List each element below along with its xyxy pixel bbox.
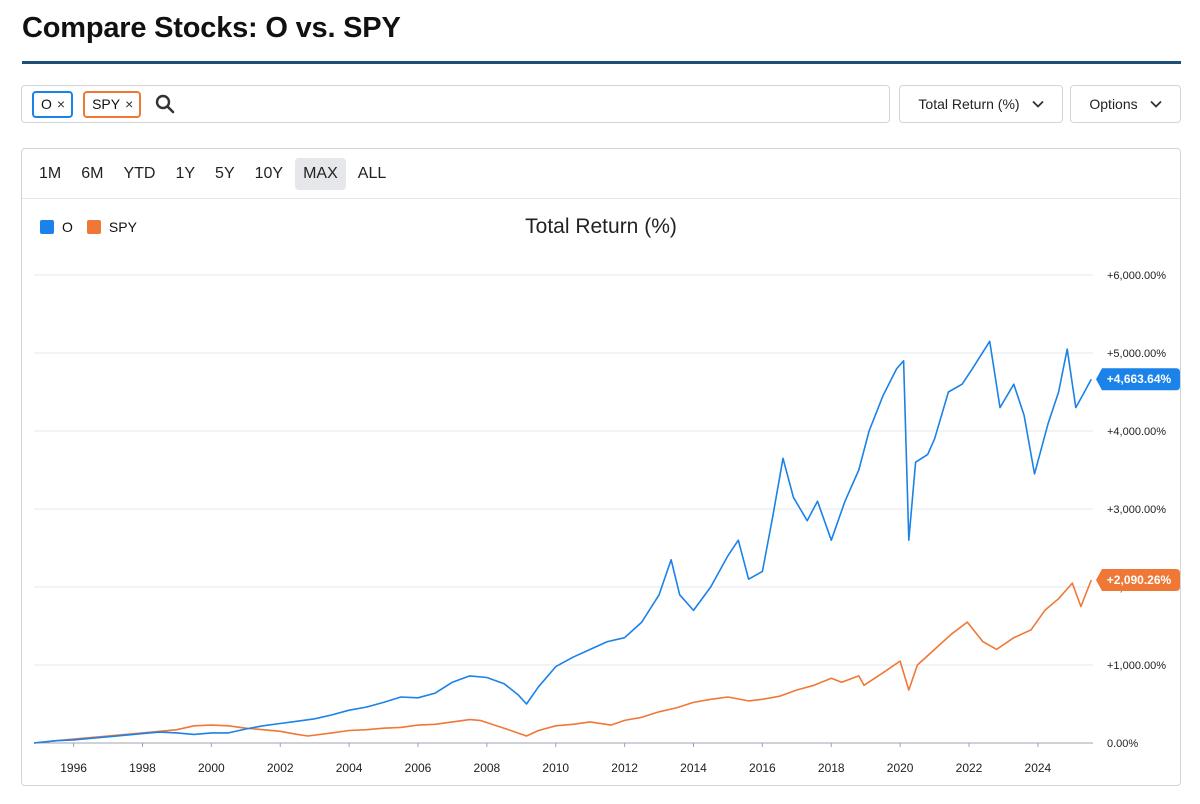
time-range-bar: 1M 6M YTD 1Y 5Y 10Y MAX ALL	[22, 149, 1180, 199]
title-divider	[22, 61, 1181, 64]
x-tick-label: 1998	[129, 761, 156, 775]
legend-item-o[interactable]: O	[40, 219, 73, 235]
symbol-search-bar[interactable]: O × SPY ×	[21, 85, 890, 123]
x-tick-label: 2014	[680, 761, 707, 775]
range-button-all[interactable]: ALL	[357, 164, 387, 182]
remove-icon[interactable]: ×	[56, 96, 66, 112]
end-value-label-o: +4,663.64%	[1107, 372, 1172, 386]
x-tick-label: 2016	[749, 761, 776, 775]
end-value-badge-o	[1096, 368, 1180, 391]
symbol-chip-spy[interactable]: SPY ×	[83, 90, 142, 118]
y-tick-label: +5,000.00%	[1107, 348, 1166, 360]
x-tick-label: 2012	[611, 761, 638, 775]
chip-label: SPY	[92, 96, 121, 112]
series-line-spy	[33, 579, 1093, 744]
chart-legend: O SPY	[40, 219, 137, 235]
x-tick-label: 2006	[405, 761, 432, 775]
end-value-badge-spy	[1096, 568, 1180, 591]
remove-icon[interactable]: ×	[125, 96, 134, 112]
line-chart: 0.00%+1,000.00%+2,000.00%+3,000.00%+4,00…	[33, 270, 1180, 775]
y-tick-label: +6,000.00%	[1107, 270, 1166, 282]
x-tick-label: 2004	[336, 761, 363, 775]
chevron-down-icon	[1031, 100, 1044, 108]
x-tick-label: 2008	[474, 761, 501, 775]
x-tick-label: 2024	[1025, 761, 1052, 775]
x-tick-label: 2010	[542, 761, 569, 775]
chart-title: Total Return (%)	[525, 215, 677, 238]
y-tick-label: +1,000.00%	[1107, 660, 1166, 672]
symbol-chip-o[interactable]: O ×	[32, 90, 74, 118]
page-title: Compare Stocks: O vs. SPY	[22, 12, 401, 44]
x-tick-label: 2002	[267, 761, 294, 775]
x-tick-label: 2022	[956, 761, 983, 775]
legend-swatch-o	[40, 220, 54, 234]
legend-label-spy: SPY	[108, 219, 137, 235]
x-tick-label: 2000	[198, 761, 225, 775]
range-button-ytd[interactable]: YTD	[123, 164, 156, 182]
chart-panel: 1M 6M YTD 1Y 5Y 10Y MAX ALL Total Return…	[21, 148, 1181, 786]
y-tick-label: +3,000.00%	[1107, 504, 1166, 516]
series-line-o	[33, 340, 1093, 744]
range-button-max[interactable]: MAX	[295, 157, 346, 190]
chevron-down-icon	[1149, 100, 1162, 108]
x-tick-label: 1996	[60, 761, 87, 775]
legend-label-o: O	[62, 219, 73, 235]
range-button-1m[interactable]: 1M	[39, 164, 62, 182]
range-button-6m[interactable]: 6M	[81, 164, 104, 182]
x-tick-label: 2018	[818, 761, 845, 775]
legend-item-spy[interactable]: SPY	[86, 219, 137, 235]
metric-dropdown[interactable]: Total Return (%)	[899, 85, 1063, 123]
y-tick-label: +4,000.00%	[1107, 426, 1166, 438]
y-tick-label: 0.00%	[1107, 738, 1138, 750]
chip-label: O	[41, 96, 52, 112]
range-button-1y[interactable]: 1Y	[175, 164, 196, 182]
options-dropdown-label: Options	[1089, 96, 1138, 112]
range-button-10y[interactable]: 10Y	[254, 164, 284, 182]
legend-swatch-spy	[86, 220, 101, 234]
options-dropdown[interactable]: Options	[1070, 85, 1181, 123]
x-tick-label: 2020	[887, 761, 914, 775]
metric-dropdown-label: Total Return (%)	[918, 96, 1020, 112]
end-value-label-spy: +2,090.26%	[1107, 573, 1172, 587]
search-icon[interactable]	[155, 94, 175, 114]
range-button-5y[interactable]: 5Y	[215, 164, 235, 182]
